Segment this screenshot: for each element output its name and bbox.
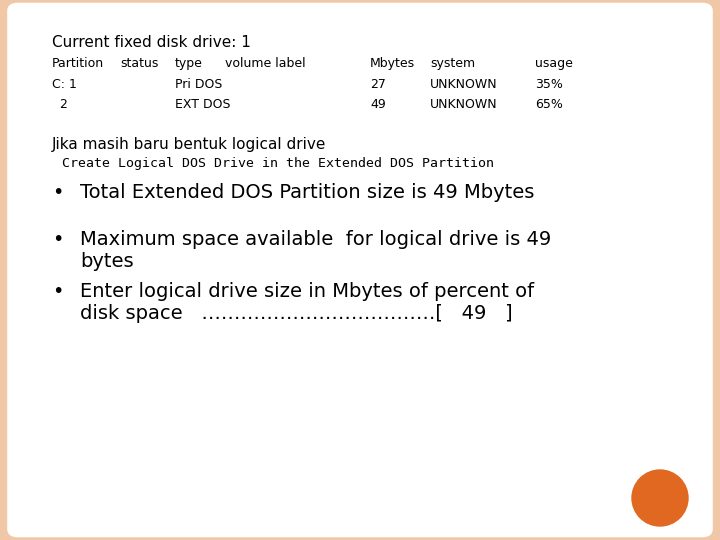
- Text: •: •: [52, 282, 63, 301]
- Text: Current fixed disk drive: 1: Current fixed disk drive: 1: [52, 35, 251, 50]
- Text: usage: usage: [535, 57, 573, 70]
- Text: 27: 27: [370, 78, 386, 91]
- Text: type: type: [175, 57, 203, 70]
- Text: Pri DOS: Pri DOS: [175, 78, 222, 91]
- Text: EXT DOS: EXT DOS: [175, 98, 230, 111]
- Text: 35%: 35%: [535, 78, 563, 91]
- Text: Total Extended DOS Partition size is 49 Mbytes: Total Extended DOS Partition size is 49 …: [80, 183, 534, 202]
- Text: UNKNOWN: UNKNOWN: [430, 78, 498, 91]
- Text: bytes: bytes: [80, 252, 134, 271]
- Text: 49: 49: [370, 98, 386, 111]
- Text: 65%: 65%: [535, 98, 563, 111]
- Text: Create Logical DOS Drive in the Extended DOS Partition: Create Logical DOS Drive in the Extended…: [62, 157, 494, 170]
- Text: Jika masih baru bentuk logical drive: Jika masih baru bentuk logical drive: [52, 137, 326, 152]
- Text: Partition: Partition: [52, 57, 104, 70]
- Text: UNKNOWN: UNKNOWN: [430, 98, 498, 111]
- Text: Enter logical drive size in Mbytes of percent of: Enter logical drive size in Mbytes of pe…: [80, 282, 534, 301]
- Text: disk space   ………………………………[   49   ]: disk space ………………………………[ 49 ]: [80, 304, 513, 323]
- Text: system: system: [430, 57, 475, 70]
- Text: •: •: [52, 183, 63, 202]
- Text: status: status: [120, 57, 158, 70]
- Circle shape: [632, 470, 688, 526]
- Text: C: 1: C: 1: [52, 78, 77, 91]
- Text: Maximum space available  for logical drive is 49: Maximum space available for logical driv…: [80, 230, 552, 249]
- Text: •: •: [52, 230, 63, 249]
- Text: volume label: volume label: [225, 57, 305, 70]
- Text: 2: 2: [52, 98, 68, 111]
- Text: Mbytes: Mbytes: [370, 57, 415, 70]
